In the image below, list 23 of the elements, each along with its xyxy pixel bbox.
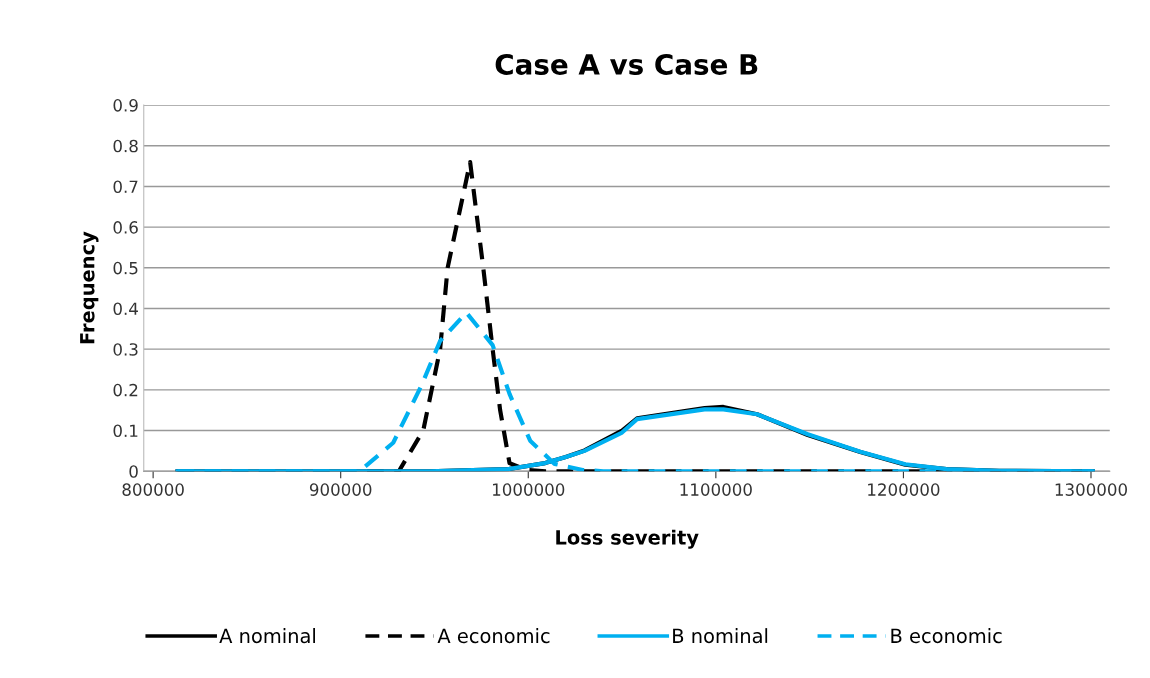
x-axis-title: Loss severity — [556, 529, 699, 549]
legend-label: B economic — [891, 628, 1002, 644]
chart-title: Case A vs Case B — [495, 53, 758, 75]
legend-label: A economic — [437, 628, 550, 644]
legend-label: A nominal — [219, 628, 315, 644]
x-tick-label: 1100000 — [680, 483, 752, 496]
legend-label: B nominal — [673, 628, 768, 644]
x-tick-label: 1200000 — [868, 483, 940, 496]
y-tick-label: 0.2 — [113, 383, 138, 397]
y-tick-label: 0.1 — [113, 424, 138, 438]
x-tick-label: 800000 — [122, 483, 184, 496]
y-tick-label: 0.7 — [113, 180, 138, 194]
y-tick-label: 0.4 — [113, 302, 138, 316]
x-tick-label: 1300000 — [1055, 483, 1127, 496]
x-tick-label: 900000 — [309, 483, 372, 496]
x-tick-label: 1000000 — [492, 483, 565, 496]
y-axis-title: Frequency — [80, 231, 99, 344]
y-tick-label: 0.6 — [113, 221, 138, 234]
y-tick-label: 0.3 — [113, 343, 138, 356]
y-tick-label: 0.8 — [113, 139, 138, 153]
y-tick-label: 0.9 — [113, 99, 138, 112]
y-tick-label: 0 — [129, 465, 138, 478]
y-tick-label: 0.5 — [113, 261, 138, 275]
